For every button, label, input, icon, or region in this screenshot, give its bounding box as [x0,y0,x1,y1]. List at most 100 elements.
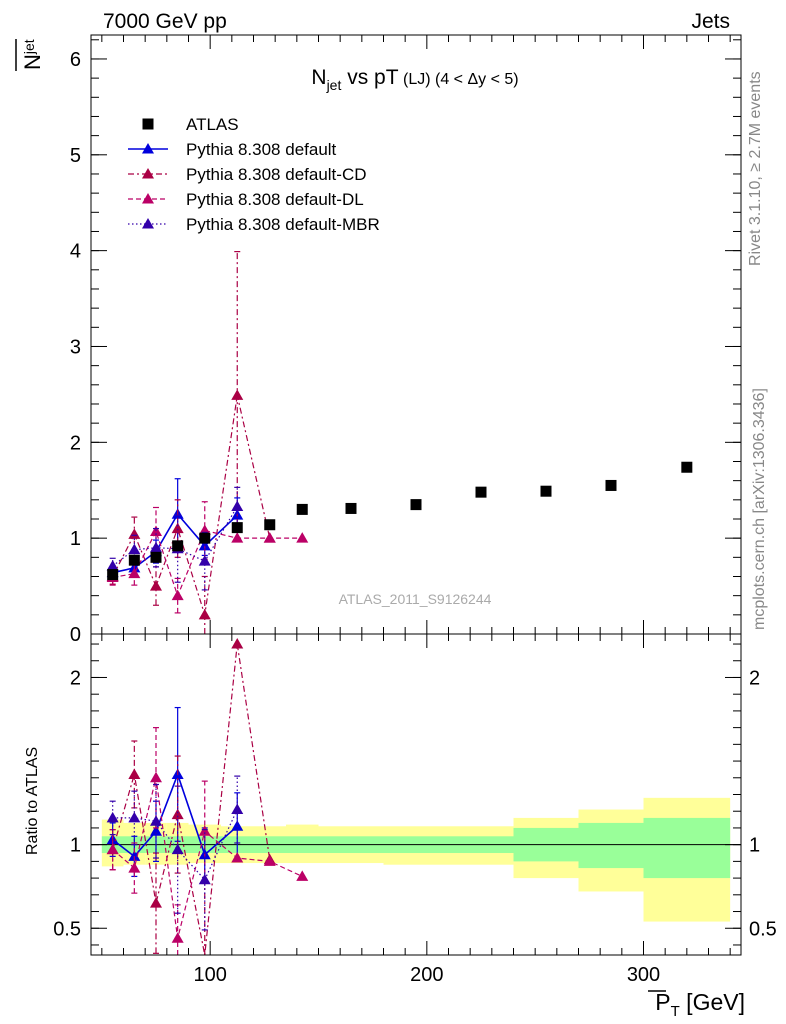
ratio-point-default [128,850,141,861]
y-tick-label-ratio: 1 [70,835,81,857]
main-point-cd [198,608,211,620]
side-label-bottom: mcplots.cern.ch [arXiv:1306.3436] [751,388,768,630]
main-plot: 0 1 2 3 4 5 6 [70,34,742,646]
legend-label-atlas: ATLAS [186,115,239,134]
main-point-dl [231,532,244,543]
svg-text:PT [GeV]: PT [GeV] [655,989,745,1020]
ratio-point-dl [128,862,141,873]
legend-marker-atlas [142,118,154,130]
main-point-atlas [681,461,693,473]
main-point-atlas [107,569,119,581]
ratio-point-mbr [128,811,141,823]
y-tick-label-main: 0 [70,624,81,646]
y-tick-label-main: 1 [70,528,81,550]
ylabel-main-base: N [20,54,45,70]
title-mid: vs pT [341,66,398,89]
main-point-atlas [150,551,162,563]
ratio-point-default [150,825,162,836]
ratio-point-dl [150,771,162,783]
ratio-point-dl [263,855,276,866]
legend-label-dl: Pythia 8.308 default-DL [186,190,364,209]
main-point-dl [296,532,309,543]
chart-title: Njet vs pT (LJ) (4 < Δy < 5) [311,66,518,93]
ratio-point-mbr [231,803,244,815]
side-label-top: Rivet 3.1.10, ≥ 2.7M events [747,71,764,266]
main-point-dl [263,532,276,543]
ratio-point-dl [106,843,119,855]
main-line-dl [112,529,303,598]
main-point-atlas [172,540,184,552]
ratio-line-dl [112,777,303,939]
x-tick-label: 100 [193,964,226,986]
ratio-point-cd [128,768,141,779]
y-tick-label-main: 6 [70,49,81,71]
legend-marker-default [142,143,154,154]
ratio-band-green [643,817,731,879]
legend-marker-cd [142,168,154,179]
main-point-cd [128,528,141,539]
main-point-atlas [199,532,211,544]
ratio-point-dl [296,870,309,881]
main-point-atlas [540,485,552,497]
header-right: Jets [691,10,730,33]
main-point-cd [231,389,244,400]
x-tick-label: 200 [410,964,443,986]
y-tick-label-main: 4 [70,241,81,263]
ratio-point-cd [150,897,162,908]
main-point-mbr [231,500,244,512]
y-axis-label-main: Njet [20,39,45,70]
y-tick-label-main: 2 [70,432,81,454]
y-tick-label-ratio: 2 [70,667,81,689]
main-point-cd [150,580,162,591]
main-point-atlas [128,554,140,566]
main-point-atlas [345,502,357,514]
main-point-atlas [475,486,487,498]
x-tick-label: 300 [627,964,660,986]
main-point-mbr [150,541,162,553]
legend-marker-dl [142,193,154,204]
ratio-line-default [112,772,238,858]
title-tag: (LJ) (4 < Δy < 5) [399,71,519,88]
legend-label-mbr: Pythia 8.308 default-MBR [186,215,380,234]
ratio-point-cd [171,808,184,820]
main-point-atlas [264,519,276,531]
ratio-plot: 100 200 300 0.5 0.5 1 1 2 2 [53,633,777,986]
svg-text:Njet: Njet [20,39,45,70]
main-point-cd [171,522,184,534]
y-tick-label-ratio-right: 1 [749,835,760,857]
legend: ATLAS Pythia 8.308 default Pythia 8.308 de… [128,115,380,234]
ratio-point-mbr [150,815,162,826]
ratio-point-cd [231,638,244,649]
ylabel-main-sub: jet [21,39,37,55]
title-sub: jet [326,77,342,93]
y-tick-label-ratio: 0.5 [53,918,81,940]
y-tick-label-main: 3 [70,336,81,358]
main-point-atlas [410,499,422,511]
ratio-point-mbr [198,873,211,885]
ratio-line-mbr [112,809,238,881]
title-n: N [311,66,326,89]
y-axis-label-ratio: Ratio to ATLAS [24,747,41,855]
main-point-atlas [605,479,617,491]
ratio-band-green [578,822,644,869]
xlabel-unit: [GeV] [680,989,745,1015]
main-point-dl [171,589,184,601]
legend-label-cd: Pythia 8.308 default-CD [186,165,367,184]
main-point-mbr [198,555,211,566]
ratio-point-mbr [171,843,184,855]
y-tick-label-main: 5 [70,145,81,167]
legend-marker-mbr [142,218,154,229]
main-line-cd [112,395,271,616]
main-point-mbr [106,559,119,571]
ratio-point-mbr [106,811,119,823]
x-axis-label: PT [GeV] [648,989,745,1020]
ratio-point-dl [171,932,184,943]
xlabel-sub: T [671,1003,680,1020]
main-point-mbr [128,543,141,555]
y-tick-label-ratio-right: 2 [749,667,760,689]
xlabel-base: P [655,989,670,1015]
ratio-point-dl [231,852,244,863]
main-point-atlas [296,503,308,515]
ratio-point-dl [198,825,211,836]
